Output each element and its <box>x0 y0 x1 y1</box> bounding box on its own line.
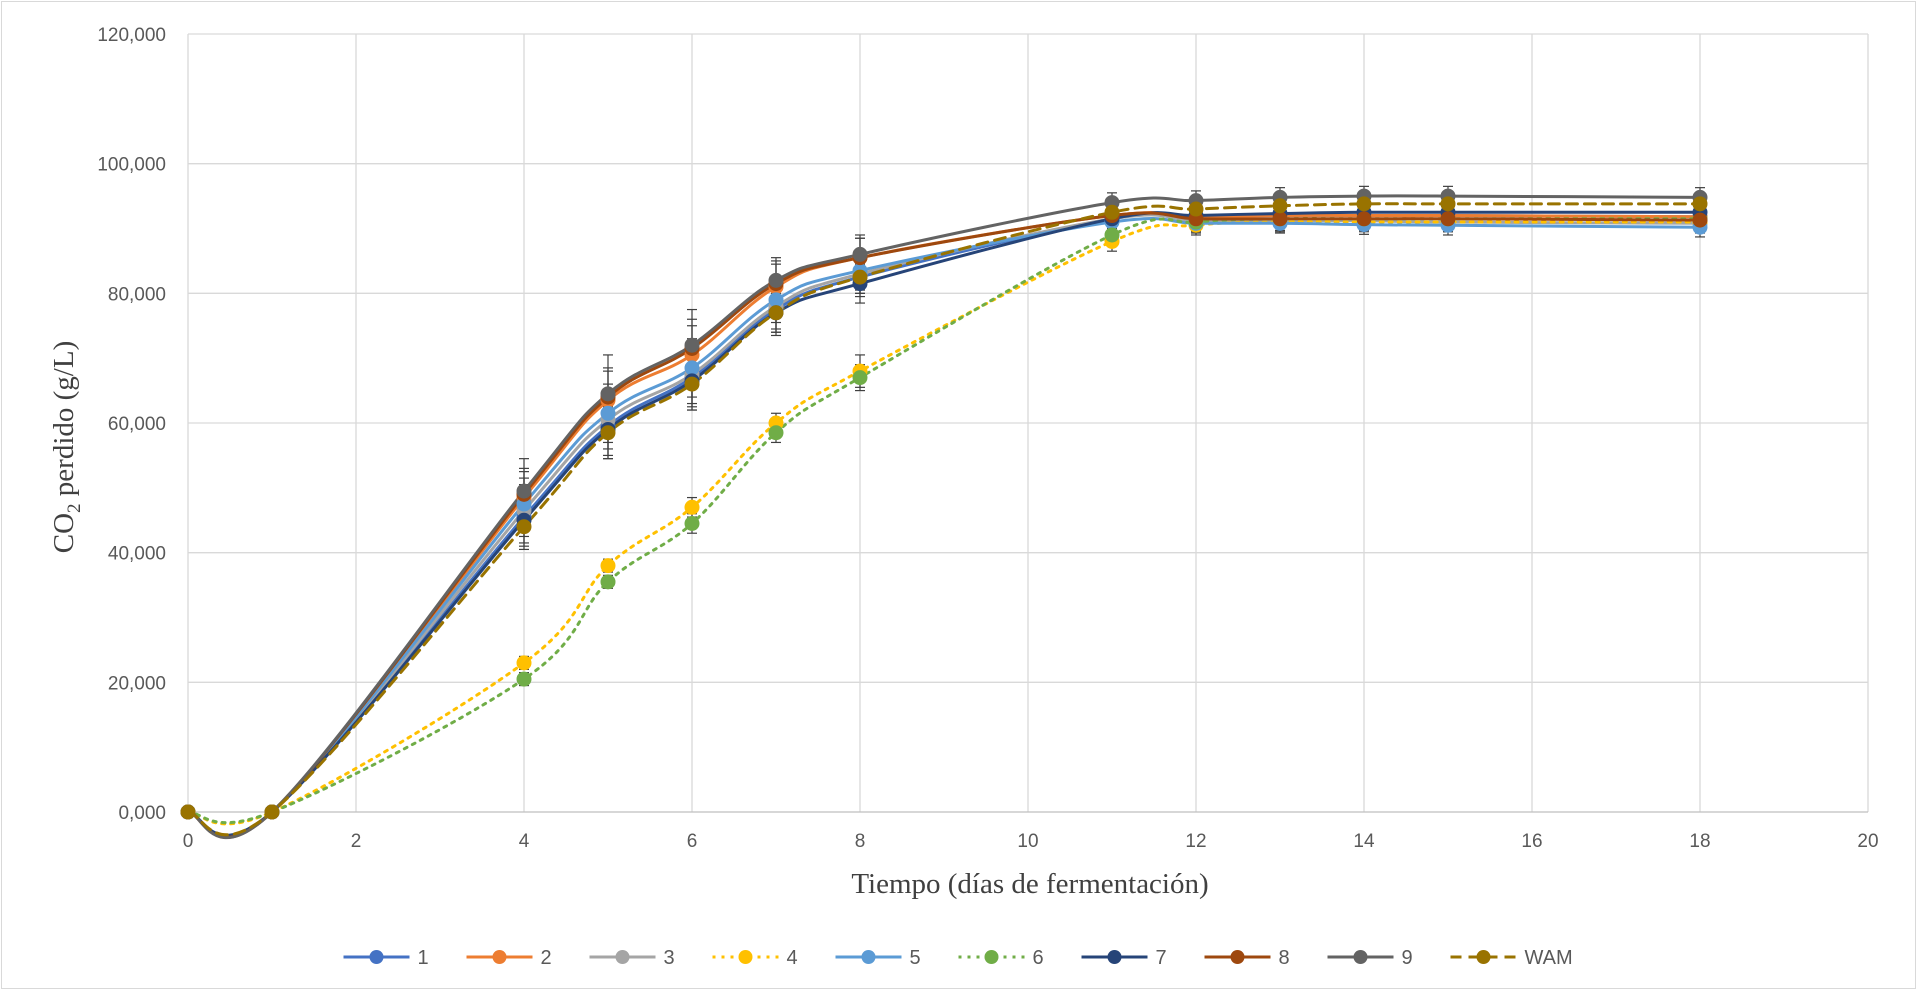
series-point-6 <box>516 671 532 687</box>
x-tick-label: 12 <box>1185 831 1206 852</box>
legend-label-5: 5 <box>910 947 921 969</box>
y-tick-label: 120,000 <box>97 25 166 46</box>
x-tick-label: 14 <box>1353 831 1375 852</box>
x-tick-label: 6 <box>687 831 698 852</box>
y-axis-title: CO2 perdido (g/L) <box>48 341 85 553</box>
legend-marker-1 <box>369 950 384 964</box>
series-point-8 <box>1356 211 1372 227</box>
series-point-5 <box>684 360 700 376</box>
series-point-8 <box>1272 211 1288 227</box>
legend-label-7: 7 <box>1156 947 1167 969</box>
series-line-6 <box>186 217 1702 825</box>
series-point-WAM <box>1104 204 1120 220</box>
error-bars <box>519 185 1705 687</box>
legend-label-8: 8 <box>1279 947 1290 969</box>
legend-marker-6 <box>984 950 999 964</box>
series-point-5 <box>768 292 784 308</box>
x-axis-tick-labels: 0 2 4 6 8 10 12 14 16 18 20 <box>183 831 1879 852</box>
series-point-9 <box>852 246 868 262</box>
y-tick-label: 100,000 <box>97 155 166 176</box>
series-point-8 <box>1692 212 1708 228</box>
series-point-WAM <box>600 425 616 441</box>
x-tick-label: 18 <box>1689 831 1710 852</box>
gridlines <box>187 33 1869 813</box>
y-axis-tick-labels: 0,000 20,000 40,000 60,000 80,000 100,000 120,… <box>97 25 166 824</box>
series-point-9 <box>768 272 784 288</box>
series-point-6 <box>684 515 700 531</box>
legend-marker-9 <box>1353 950 1368 964</box>
series-point-5 <box>600 405 616 421</box>
series-point-4 <box>684 499 700 515</box>
series-point-6 <box>600 574 616 590</box>
series-point-WAM <box>516 519 532 535</box>
legend-label-2: 2 <box>541 947 552 969</box>
legend-label-9: 9 <box>1402 947 1413 969</box>
series-point-8 <box>1440 211 1456 227</box>
x-tick-label: 4 <box>519 831 530 852</box>
y-tick-label: 80,000 <box>108 284 166 305</box>
series-point-9 <box>516 483 532 499</box>
y-tick-label: 20,000 <box>108 673 166 694</box>
series-point-WAM <box>684 376 700 392</box>
x-tick-label: 8 <box>855 831 866 852</box>
series-point-WAM <box>1188 201 1204 217</box>
legend-marker-3 <box>615 950 630 964</box>
series-point-WAM <box>768 305 784 321</box>
x-tick-label: 0 <box>183 831 194 852</box>
series-point-WAM <box>1440 196 1456 212</box>
y-axis-title-rest: perdido (g/L) <box>48 341 80 504</box>
legend-label-WAM: WAM <box>1525 947 1573 969</box>
series-point-WAM <box>852 269 868 285</box>
series-point-WAM <box>180 804 196 820</box>
y-tick-label: 0,000 <box>118 803 166 824</box>
legend-marker-4 <box>738 950 753 964</box>
legend-marker-8 <box>1230 950 1245 964</box>
series-point-6 <box>852 370 868 386</box>
series-point-4 <box>516 655 532 671</box>
series-point-WAM <box>1272 198 1288 214</box>
series-point-WAM <box>1692 196 1708 212</box>
series-point-6 <box>768 425 784 441</box>
x-tick-label: 10 <box>1017 831 1038 852</box>
series-lines <box>186 194 1702 840</box>
legend-label-4: 4 <box>787 947 798 969</box>
series-point-WAM <box>264 804 280 820</box>
series-markers <box>180 188 1708 820</box>
series-point-9 <box>684 337 700 353</box>
legend: 1 2 3 4 5 6 7 8 9 WAM <box>343 947 1573 969</box>
legend-marker-2 <box>492 950 507 964</box>
series-point-4 <box>600 558 616 574</box>
x-axis-title: Tiempo (días de fermentación) <box>851 868 1208 900</box>
y-axis-title-subscript: 2 <box>64 503 85 513</box>
series-line-WAM <box>186 202 1702 837</box>
legend-label-1: 1 <box>418 947 429 969</box>
x-tick-label: 16 <box>1521 831 1542 852</box>
series-point-WAM <box>1356 196 1372 212</box>
legend-label-3: 3 <box>664 947 675 969</box>
series-point-6 <box>1104 227 1120 243</box>
legend-marker-7 <box>1107 950 1122 964</box>
series-point-9 <box>600 386 616 402</box>
y-axis-title-main: CO <box>48 513 80 553</box>
y-tick-label: 40,000 <box>108 544 166 565</box>
y-tick-label: 60,000 <box>108 414 166 435</box>
legend-marker-WAM <box>1476 950 1491 964</box>
x-tick-label: 2 <box>351 831 362 852</box>
legend-marker-5 <box>861 950 876 964</box>
series-line-4 <box>186 220 1702 826</box>
legend-label-6: 6 <box>1033 947 1044 969</box>
x-tick-label: 20 <box>1857 831 1878 852</box>
series-line-9 <box>186 194 1702 840</box>
